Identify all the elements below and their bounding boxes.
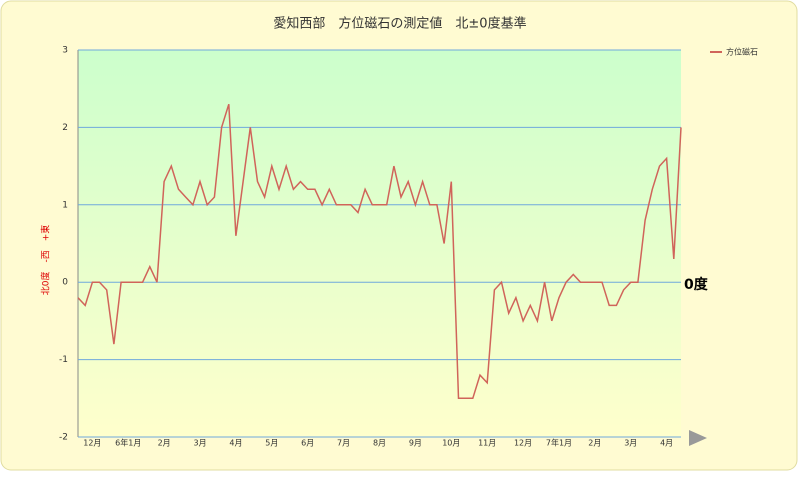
x-tick-label: 3月 (624, 439, 637, 448)
x-tick-label: 8月 (373, 439, 386, 448)
x-tick-label: 12月 (514, 439, 532, 448)
y-tick-label: -2 (59, 433, 68, 443)
legend-label: 方位磁石 (726, 47, 758, 57)
annotation: 0度 (684, 276, 709, 293)
axis-arrow (689, 430, 707, 446)
x-tick-label: 7月 (337, 439, 350, 448)
series-line (77, 103, 682, 400)
plot-area (78, 50, 681, 437)
y-tick-label: 1 (62, 200, 68, 210)
x-tick-label: 2月 (588, 439, 601, 448)
x-tick-label: 9月 (409, 439, 422, 448)
x-tick-label: 3月 (193, 439, 206, 448)
x-tick-label: 6月 (301, 439, 314, 448)
y-axis-label: 北0度 -西 +東 (40, 225, 52, 296)
x-tick-label: 2月 (158, 439, 171, 448)
y-tick-label: 3 (62, 46, 68, 56)
chart-title: 愛知西部 方位磁石の測定値 北±0度基準 (273, 16, 526, 32)
x-tick-label: 4月 (660, 439, 673, 448)
y-tick-label: 2 (62, 123, 68, 133)
x-tick-label: 12月 (83, 439, 101, 448)
x-tick-label: 5月 (265, 439, 278, 448)
x-tick-label: 11月 (478, 439, 496, 448)
x-tick-label: 4月 (229, 439, 242, 448)
x-tick-label: 7年1月 (546, 438, 572, 448)
x-tick-label: 6年1月 (115, 438, 141, 448)
y-tick-label: 0 (62, 278, 68, 288)
x-tick-label: 10月 (442, 439, 460, 448)
y-tick-label: -1 (59, 355, 68, 365)
